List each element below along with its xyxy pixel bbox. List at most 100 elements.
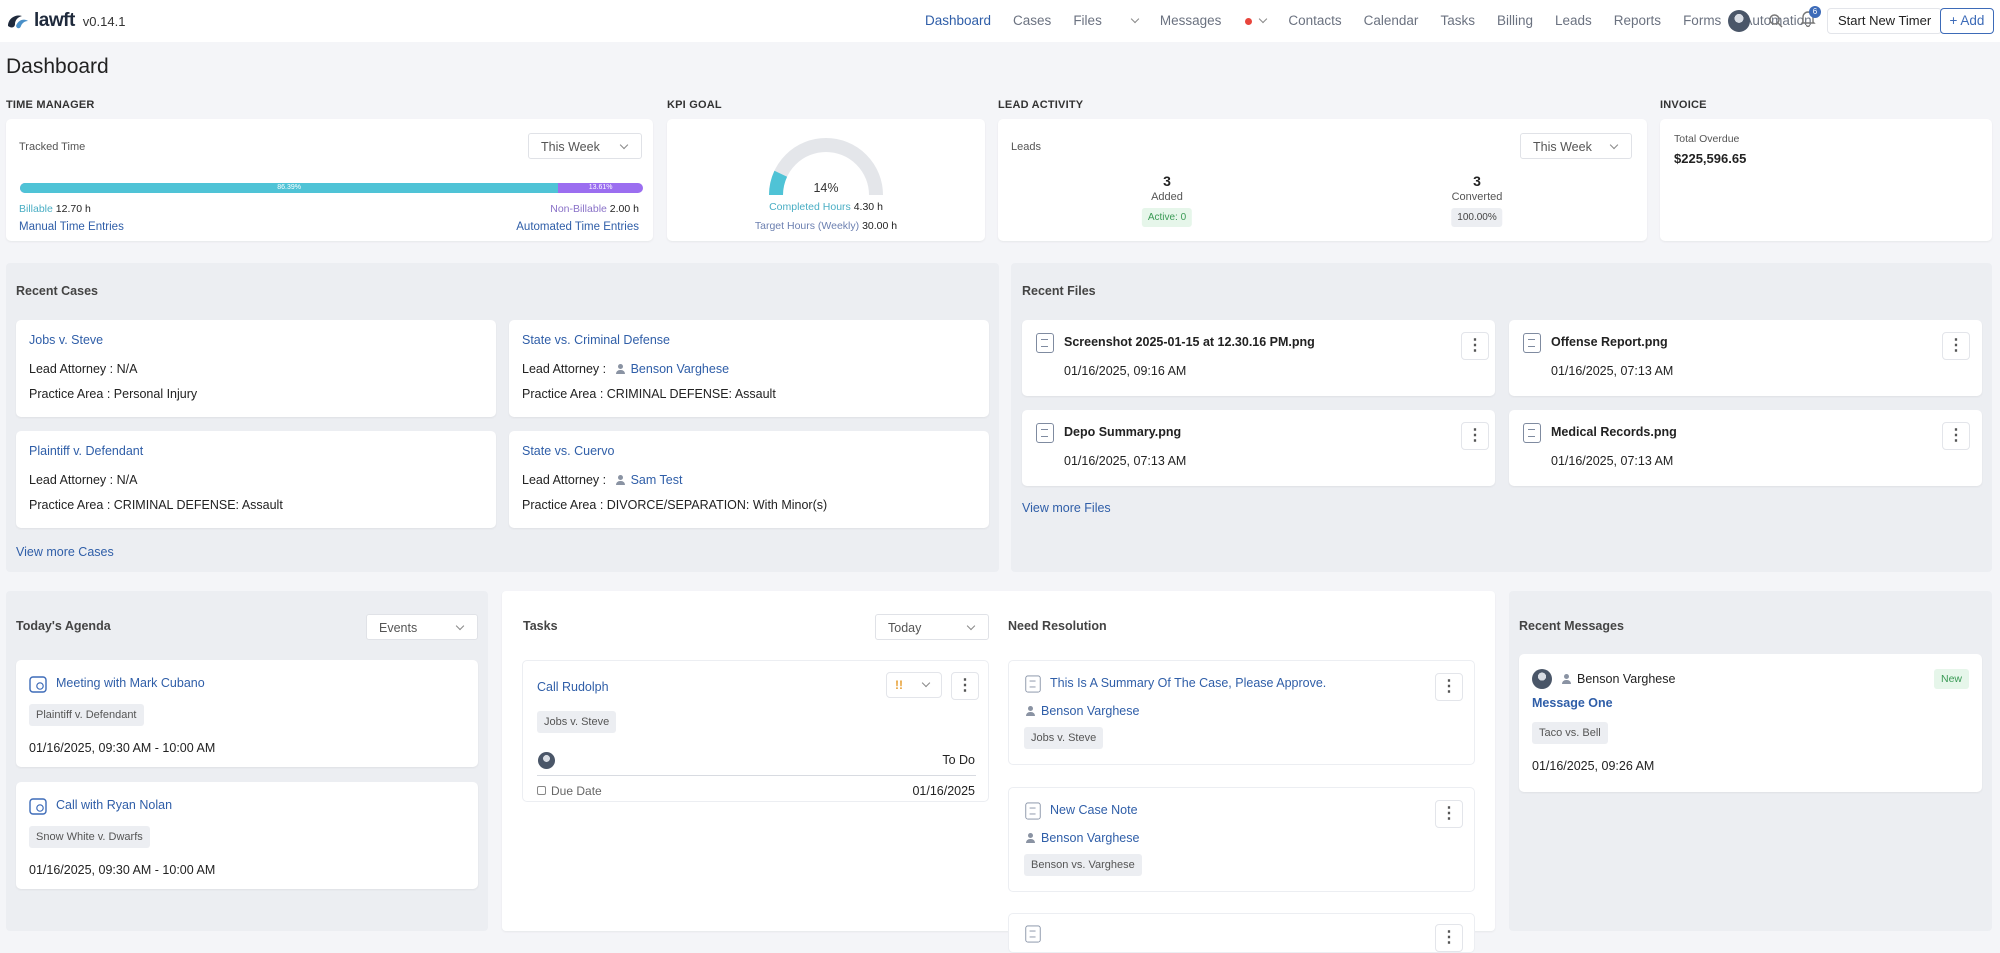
file-card[interactable]: Screenshot 2025-01-15 at 12.30.16 PM.png… (1022, 320, 1495, 396)
search-icon[interactable] (1768, 13, 1784, 29)
case-card[interactable]: State vs. Cuervo Lead Attorney : Sam Tes… (509, 431, 989, 528)
resolution-user: Benson Varghese (1026, 831, 1139, 845)
message-subject[interactable]: Message One (1532, 696, 1613, 710)
resolution-item[interactable]: ⋮ (1008, 913, 1475, 953)
view-more-files-link[interactable]: View more Files (1022, 501, 1111, 515)
case-card[interactable]: Plaintiff v. Defendant Lead Attorney : N… (16, 431, 496, 528)
note-icon (1025, 675, 1041, 693)
event-name[interactable]: Meeting with Mark Cubano (56, 676, 205, 690)
file-menu-button[interactable]: ⋮ (1942, 332, 1970, 360)
attorney-label: Lead Attorney : (522, 473, 607, 487)
attorney-value[interactable]: Benson Varghese (630, 362, 730, 376)
recent-files-title: Recent Files (1022, 284, 1096, 298)
nav-files[interactable]: Files (1073, 13, 1140, 28)
agenda-event-card[interactable]: Call with Ryan Nolan Snow White v. Dwarf… (16, 782, 478, 889)
nav-contacts[interactable]: Contacts (1288, 13, 1342, 28)
agenda-panel: Today's Agenda Events Meeting with Mark … (6, 591, 488, 931)
task-name[interactable]: Call Rudolph (537, 680, 609, 694)
nav-messages[interactable]: Messages (1159, 13, 1268, 28)
nav-dashboard[interactable]: Dashboard (925, 13, 992, 28)
tasks-filter-select[interactable]: Today (875, 614, 989, 640)
logo[interactable]: lawft v0.14.1 (6, 10, 125, 32)
task-due-date: 01/16/2025 (912, 784, 975, 798)
billable-info: Billable 12.70 h (19, 203, 91, 215)
resolution-user: Benson Varghese (1026, 704, 1139, 718)
nav-messages-label: Messages (1159, 13, 1222, 28)
lead-period-select[interactable]: This Week (1520, 133, 1632, 159)
case-name[interactable]: State vs. Cuervo (522, 444, 615, 458)
nonbillable-hours: 2.00 h (609, 203, 639, 215)
main-menu: Dashboard Cases Files Messages Contacts … (925, 13, 1834, 28)
file-menu-button[interactable]: ⋮ (1942, 422, 1970, 450)
time-manager-card: Tracked Time This Week 86.39% 13.61% Bil… (6, 119, 653, 241)
agenda-filter-select[interactable]: Events (366, 614, 478, 640)
case-card[interactable]: State vs. Criminal Defense Lead Attorney… (509, 320, 989, 417)
nonbillable-segment: 13.61% (558, 183, 643, 193)
task-priority-select[interactable]: !! (886, 672, 942, 698)
resolution-name[interactable]: This Is A Summary Of The Case, Please Ap… (1050, 676, 1327, 690)
time-period-select[interactable]: This Week (528, 133, 642, 159)
resolution-item[interactable]: New Case Note Benson Varghese Benson vs.… (1008, 787, 1475, 892)
resolution-user-name[interactable]: Benson Varghese (1041, 831, 1140, 845)
case-name[interactable]: Plaintiff v. Defendant (29, 444, 144, 458)
start-new-timer-button[interactable]: Start New Timer (1827, 8, 1943, 34)
event-name[interactable]: Call with Ryan Nolan (56, 798, 173, 812)
nav-leads[interactable]: Leads (1554, 13, 1592, 28)
resolution-item[interactable]: This Is A Summary Of The Case, Please Ap… (1008, 660, 1475, 765)
file-name[interactable]: Screenshot 2025-01-15 at 12.30.16 PM.png (1064, 335, 1315, 349)
lead-activity-card: Leads This Week 3 Added Active: 0 3 Conv… (998, 119, 1647, 241)
add-button[interactable]: + Add (1940, 8, 1994, 34)
billable-label: Billable (19, 203, 53, 215)
file-card[interactable]: Offense Report.png 01/16/2025, 07:13 AM … (1509, 320, 1982, 396)
resolution-menu-button[interactable]: ⋮ (1435, 673, 1463, 701)
file-menu-button[interactable]: ⋮ (1461, 332, 1489, 360)
recent-messages-panel: Recent Messages Benson Varghese New Mess… (1509, 591, 1992, 931)
file-date: 01/16/2025, 07:13 AM (1064, 454, 1187, 468)
file-date: 01/16/2025, 09:16 AM (1064, 364, 1187, 378)
message-sender: Benson Varghese (1562, 672, 1675, 686)
view-more-cases-link[interactable]: View more Cases (16, 545, 114, 559)
notifications-button[interactable]: 6 (1800, 6, 1821, 32)
assignee-avatar[interactable] (538, 752, 555, 769)
task-card[interactable]: Call Rudolph !! ⋮ Jobs v. Steve To Do Du… (522, 660, 989, 802)
resolution-menu-button[interactable]: ⋮ (1435, 800, 1463, 828)
file-menu-button[interactable]: ⋮ (1461, 422, 1489, 450)
agenda-event-card[interactable]: Meeting with Mark Cubano Plaintiff v. De… (16, 660, 478, 767)
billable-percent: 86.39% (277, 184, 301, 191)
case-name[interactable]: Jobs v. Steve (29, 333, 104, 347)
resolution-name[interactable]: New Case Note (1050, 803, 1138, 817)
completed-hours: Completed Hours 4.30 h (769, 201, 883, 213)
manual-time-entries-link[interactable]: Manual Time Entries (19, 221, 124, 233)
calendar-icon (537, 786, 546, 795)
file-name[interactable]: Offense Report.png (1551, 335, 1668, 349)
chevron-down-icon (455, 621, 465, 631)
case-lead-attorney: Lead Attorney : N/A (29, 473, 137, 487)
file-name[interactable]: Depo Summary.png (1064, 425, 1182, 439)
nav-calendar[interactable]: Calendar (1363, 13, 1419, 28)
resolution-menu-button[interactable]: ⋮ (1435, 924, 1463, 952)
automated-time-entries-link[interactable]: Automated Time Entries (516, 221, 639, 233)
nav-cases[interactable]: Cases (1013, 13, 1052, 28)
person-icon (615, 364, 625, 374)
case-name[interactable]: State vs. Criminal Defense (522, 333, 670, 347)
case-practice-area: Practice Area : DIVORCE/SEPARATION: With… (522, 498, 827, 512)
message-card[interactable]: Benson Varghese New Message One Taco vs.… (1519, 654, 1982, 792)
chevron-down-icon (1259, 14, 1268, 24)
nav-billing[interactable]: Billing (1496, 13, 1533, 28)
case-card[interactable]: Jobs v. Steve Lead Attorney : N/A Practi… (16, 320, 496, 417)
file-icon (1523, 423, 1541, 443)
resolution-user-name[interactable]: Benson Varghese (1041, 704, 1140, 718)
nav-automation[interactable]: Automation (1743, 13, 1812, 28)
message-case-chip: Taco vs. Bell (1532, 722, 1608, 744)
file-name[interactable]: Medical Records.png (1551, 425, 1677, 439)
task-menu-button[interactable]: ⋮ (951, 672, 979, 700)
user-avatar[interactable] (1728, 10, 1750, 32)
file-card[interactable]: Depo Summary.png 01/16/2025, 07:13 AM ⋮ (1022, 410, 1495, 486)
tasks-filter-value: Today (888, 621, 922, 635)
attorney-value[interactable]: Sam Test (630, 473, 683, 487)
person-icon (1026, 706, 1035, 716)
nav-forms[interactable]: Forms (1683, 13, 1722, 28)
nav-tasks[interactable]: Tasks (1440, 13, 1475, 28)
nav-reports[interactable]: Reports (1613, 13, 1662, 28)
file-card[interactable]: Medical Records.png 01/16/2025, 07:13 AM… (1509, 410, 1982, 486)
